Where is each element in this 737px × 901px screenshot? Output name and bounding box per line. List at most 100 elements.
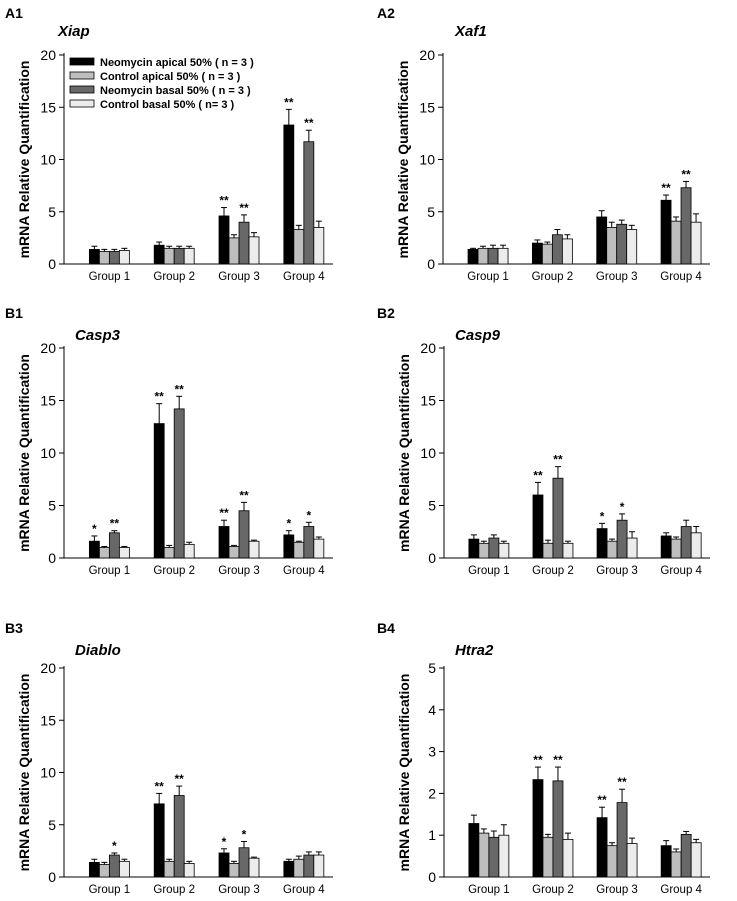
significance-label: **	[219, 506, 229, 520]
bar	[562, 838, 574, 878]
x-tick-label: Group 3	[596, 271, 638, 283]
legend-swatch	[69, 57, 95, 66]
legend-label: Control basal 50% ( n= 3 )	[100, 99, 235, 111]
x-tick-label: Group 2	[153, 271, 195, 283]
bar	[551, 234, 563, 265]
bar	[98, 864, 110, 878]
bar	[98, 251, 110, 265]
y-tick-label: 5	[427, 204, 435, 220]
bar	[118, 860, 130, 878]
x-tick-label: Group 4	[660, 884, 702, 896]
bar	[173, 247, 185, 265]
bar	[532, 494, 544, 559]
bar	[118, 250, 130, 265]
bar	[283, 534, 295, 559]
significance-label: *	[112, 839, 117, 853]
y-tick-label: 10	[40, 445, 56, 461]
gene-title: Diablo	[75, 642, 121, 659]
x-tick-label: Group 4	[283, 565, 325, 577]
y-tick-label: 5	[48, 498, 56, 514]
bar	[293, 541, 305, 559]
bar	[532, 779, 544, 878]
y-tick-label: 5	[48, 817, 56, 833]
bar	[183, 863, 195, 878]
x-tick-label: Group 3	[596, 884, 638, 896]
y-tick-label: 15	[420, 393, 436, 409]
bar	[541, 243, 553, 265]
panel-letter: A1	[5, 5, 23, 21]
significance-label: **	[681, 167, 691, 181]
bar	[238, 221, 250, 265]
panel-letter: B4	[377, 620, 395, 636]
bar	[283, 124, 295, 265]
significance-label: **	[597, 793, 607, 807]
y-tick-label: 4	[428, 702, 436, 718]
bar	[498, 542, 510, 559]
gene-title: Casp3	[75, 327, 121, 344]
bar	[98, 547, 110, 559]
y-tick-label: 15	[40, 99, 56, 115]
y-tick-label: 20	[40, 340, 56, 356]
bar	[542, 542, 554, 559]
bar	[153, 803, 165, 878]
significance-label: **	[533, 753, 543, 767]
bar	[468, 823, 480, 878]
bar	[293, 858, 305, 878]
significance-label: **	[533, 468, 543, 482]
significance-label: **	[239, 201, 249, 215]
x-tick-label: Group 1	[89, 271, 131, 283]
bar	[690, 221, 702, 265]
significance-label: **	[617, 775, 627, 789]
x-tick-label: Group 1	[468, 884, 510, 896]
x-tick-label: Group 4	[660, 271, 702, 283]
y-tick-label: 10	[420, 445, 436, 461]
legend-swatch	[69, 71, 95, 80]
bar	[163, 860, 175, 878]
y-tick-label: 15	[40, 712, 56, 728]
significance-label: *	[306, 508, 311, 522]
bar	[680, 526, 692, 559]
x-tick-label: Group 2	[532, 565, 574, 577]
y-tick-label: 5	[428, 498, 436, 514]
y-tick-label: 0	[48, 550, 56, 566]
y-tick-label: 20	[40, 47, 56, 63]
bar	[313, 227, 325, 265]
gene-title: Xiap	[57, 23, 90, 40]
bar	[238, 510, 250, 559]
significance-label: *	[92, 522, 97, 536]
significance-label: *	[600, 509, 605, 523]
bar	[616, 802, 628, 878]
y-tick-label: 3	[428, 744, 436, 760]
panel-a2: A2 Xaf1 mRNA Relative Quantification 0 5 10 15…	[377, 5, 710, 283]
bar	[88, 540, 100, 559]
bar	[228, 237, 240, 265]
bar	[467, 248, 479, 265]
gene-title: Htra2	[455, 642, 494, 659]
bar	[660, 199, 672, 265]
bar	[562, 542, 574, 559]
bar	[163, 247, 175, 265]
legend-swatch	[69, 99, 95, 108]
x-tick-label: Group 1	[467, 271, 509, 283]
bar	[108, 854, 120, 878]
y-tick-label: 15	[419, 99, 435, 115]
bar	[670, 538, 682, 559]
bar	[218, 852, 230, 878]
x-tick-label: Group 2	[153, 565, 195, 577]
panel-b3: B3 Diablo mRNA Relative Quantification 0 5 10…	[5, 620, 333, 896]
panel-b1: B1 Casp3 mRNA Relative Quantification 0 5 10 1…	[5, 305, 333, 577]
x-tick-label: Group 2	[532, 884, 574, 896]
bar	[680, 187, 692, 265]
bar	[153, 423, 165, 559]
y-tick-label: 10	[40, 765, 56, 781]
bar	[478, 542, 490, 559]
bar	[108, 532, 120, 559]
y-tick-label: 2	[428, 785, 436, 801]
bar	[596, 216, 608, 265]
legend-label: Neomycin basal 50% ( n = 3 )	[100, 85, 251, 97]
y-tick-label: 10	[40, 152, 56, 168]
significance-label: **	[553, 453, 563, 467]
bar	[552, 477, 564, 559]
bar	[248, 857, 260, 878]
